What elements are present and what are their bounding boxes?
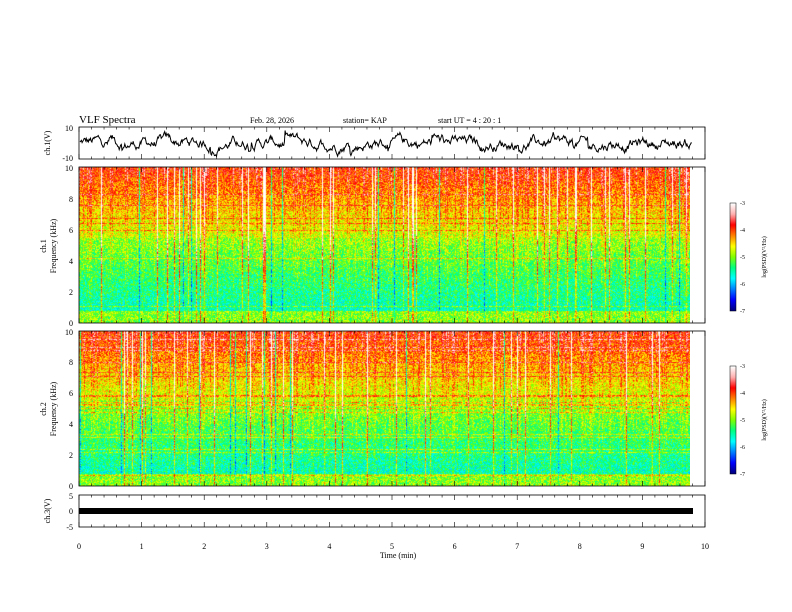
ch2-colorbar-label: log(PSD)(V²/Hz) xyxy=(761,399,768,440)
ch1-ytick-bottom: -10 xyxy=(62,154,73,163)
ch2-ytick-0: 0 xyxy=(69,482,73,491)
xtick-1: 1 xyxy=(140,542,144,551)
ch3-waveform-ylabel: ch.3(V) xyxy=(43,498,52,523)
ch1-cbar-tick-m4: -4 xyxy=(740,228,745,234)
ch1-ytick-8: 8 xyxy=(69,195,73,204)
ch2-spec-xticks xyxy=(78,331,706,486)
ch1-cbar-tick-m3: -3 xyxy=(740,201,745,207)
ch1-ytick-top: 10 xyxy=(65,124,73,133)
ch2-ytick-4: 4 xyxy=(69,420,73,429)
ch1-colorbar-label: log(PSD)(V²/Hz) xyxy=(761,236,768,277)
ch3-ytick-5: 5 xyxy=(69,492,73,501)
ch3-waveform-xticks xyxy=(78,495,706,527)
ch3-waveform-trace xyxy=(79,508,693,514)
ch2-colorbar-frame xyxy=(729,365,737,475)
ch1-ytick-6: 6 xyxy=(69,226,73,235)
ch1-waveform-frame xyxy=(78,126,706,160)
ch1-waveform-xticks xyxy=(78,127,706,159)
ch1-ytick-2: 2 xyxy=(69,288,73,297)
ch2-spec-ylabel: Frequency (kHz) xyxy=(49,381,58,436)
ch1-spec-ylabel: Frequency (kHz) xyxy=(49,218,58,273)
ch2-ytick-6: 6 xyxy=(69,389,73,398)
ch1-colorbar xyxy=(730,203,736,311)
xtick-0: 0 xyxy=(77,542,81,551)
ch1-cbar-tick-m5: -5 xyxy=(740,255,745,261)
ch2-spectrogram-panel: 0 2 4 6 8 10 ch.2 Frequency (kHz) -3 -4 … xyxy=(39,328,768,491)
figure-title: VLF Spectra xyxy=(79,114,136,126)
ch1-spectrogram-image xyxy=(79,167,690,323)
ch2-spec-channel-label: ch.2 xyxy=(39,402,48,416)
xtick-6: 6 xyxy=(453,542,457,551)
ch2-cbar-tick-m5: -5 xyxy=(740,418,745,424)
ch1-cbar-tick-m6: -6 xyxy=(740,282,745,288)
ch1-colorbar-frame xyxy=(729,202,737,312)
station-label: station= KAP xyxy=(343,116,387,125)
xtick-9: 9 xyxy=(640,542,644,551)
ch1-ytick-10: 10 xyxy=(65,164,73,173)
xtick-8: 8 xyxy=(578,542,582,551)
ch2-cbar-tick-m4: -4 xyxy=(740,391,745,397)
ch2-ytick-10: 10 xyxy=(65,328,73,337)
xtick-7: 7 xyxy=(515,542,519,551)
ch1-spec-channel-label: ch.1 xyxy=(39,239,48,253)
ch2-cbar-tick-m6: -6 xyxy=(740,445,745,451)
ch2-cbar-tick-m3: -3 xyxy=(740,364,745,370)
ch2-spectrogram-image xyxy=(79,331,690,486)
ch1-waveform-line xyxy=(79,129,692,158)
ch1-cbar-tick-m7: -7 xyxy=(740,309,745,315)
xtick-10: 10 xyxy=(701,542,709,551)
x-axis-label: Time (min) xyxy=(380,551,417,560)
ch1-spec-xticks xyxy=(78,167,706,323)
ch2-cbar-tick-m7: -7 xyxy=(740,472,745,478)
ch2-ytick-2: 2 xyxy=(69,451,73,460)
xtick-2: 2 xyxy=(202,542,206,551)
ch3-ytick-m5: -5 xyxy=(66,523,73,532)
ch2-colorbar xyxy=(730,366,736,474)
xtick-5: 5 xyxy=(390,542,394,551)
start-time-label: start UT = 4 : 20 : 1 xyxy=(438,116,501,125)
ch1-ytick-0: 0 xyxy=(69,319,73,328)
ch1-ytick-4: 4 xyxy=(69,257,73,266)
ch3-ytick-0: 0 xyxy=(69,507,73,516)
ch1-waveform-panel: 10 -10 ch.1(V) xyxy=(43,124,706,163)
ch2-ytick-8: 8 xyxy=(69,358,73,367)
date-label: Feb. 28, 2026 xyxy=(250,116,294,125)
xtick-4: 4 xyxy=(327,542,331,551)
ch3-waveform-panel: 5 0 -5 ch.3(V) xyxy=(43,492,706,532)
ch1-waveform-ylabel: ch.1(V) xyxy=(43,130,52,155)
xtick-3: 3 xyxy=(265,542,269,551)
ch1-spectrogram-panel: 0 2 4 6 8 10 ch.1 Frequency (kHz) -3 -4 … xyxy=(39,164,768,328)
